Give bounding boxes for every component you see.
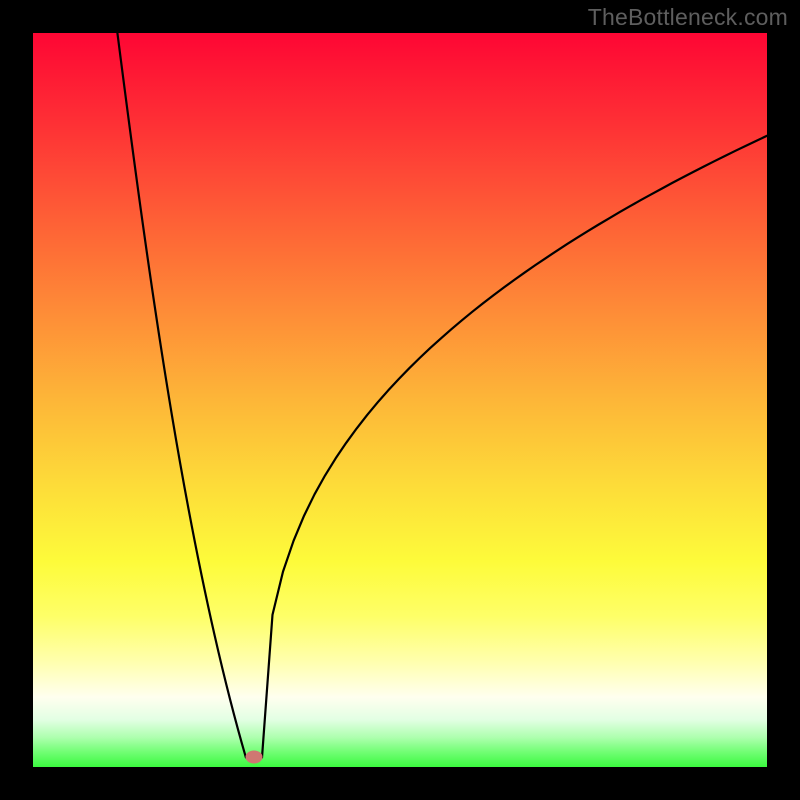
watermark-text: TheBottleneck.com xyxy=(588,4,788,31)
curve-path xyxy=(117,33,767,760)
plot-area xyxy=(33,33,767,767)
optimal-point-marker xyxy=(245,750,262,763)
bottleneck-curve xyxy=(33,33,767,767)
